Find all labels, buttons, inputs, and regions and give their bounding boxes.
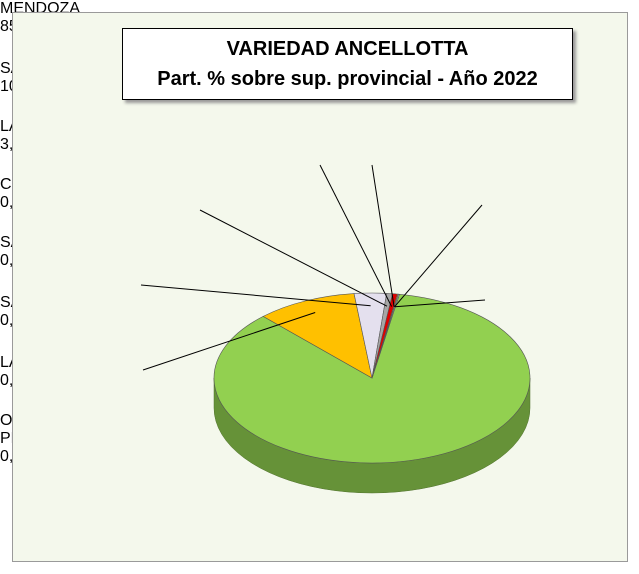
leader-line — [319, 164, 393, 307]
slice — [213, 293, 531, 464]
slice — [371, 293, 400, 379]
title-box: VARIEDAD ANCELLOTTA Part. % sobre sup. p… — [122, 28, 573, 100]
leader-line — [140, 284, 371, 307]
leader-line — [199, 209, 388, 307]
leader-line — [394, 299, 486, 308]
leader-line — [394, 204, 483, 308]
leader-line — [371, 164, 395, 307]
chart-subtitle: Part. % sobre sup. provincial - Año 2022 — [157, 68, 538, 90]
slice — [262, 293, 373, 379]
leader-line — [142, 312, 316, 371]
chart-title: VARIEDAD ANCELLOTTA — [226, 38, 469, 60]
